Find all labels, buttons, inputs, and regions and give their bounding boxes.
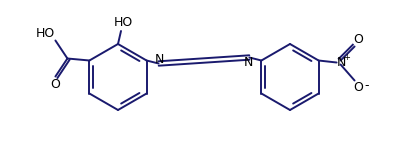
Text: N: N — [244, 56, 253, 69]
Text: HO: HO — [36, 27, 55, 40]
Text: -: - — [364, 79, 369, 92]
Text: O: O — [354, 81, 364, 94]
Text: +: + — [343, 53, 350, 62]
Text: N: N — [337, 56, 346, 69]
Text: N: N — [155, 53, 164, 66]
Text: HO: HO — [113, 16, 133, 28]
Text: O: O — [354, 33, 364, 46]
Text: O: O — [50, 78, 61, 91]
